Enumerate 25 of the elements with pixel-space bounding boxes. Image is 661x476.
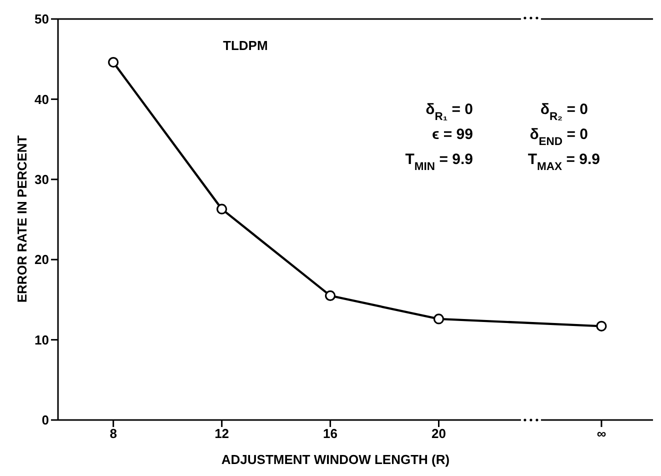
y-tick-label: 30	[34, 172, 49, 188]
y-axis-title: ERROR RATE IN PERCENT	[14, 135, 30, 303]
annotation: δ$_{R₁}$ = 0	[426, 101, 473, 123]
x-axis-title: ADJUSTMENT WINDOW LENGTH (R)	[221, 452, 450, 467]
annotation: TLDPM	[223, 38, 268, 53]
annotation: ϵ = 99	[432, 126, 473, 143]
y-tick-label: 50	[34, 12, 49, 27]
annotation: δ$_{R₂}$ = 0	[540, 101, 588, 123]
annotation: T$_{MAX}$ = 9.9	[528, 151, 600, 173]
annotation: δ$_{END}$ = 0	[530, 126, 588, 148]
y-tick-label: 20	[34, 252, 49, 268]
point	[433, 314, 444, 324]
x-tick-label: 20	[432, 426, 446, 442]
annotation: T$_{MIN}$ = 9.9	[405, 151, 473, 173]
x-tick-label: 16	[323, 426, 338, 442]
x-tick-label: 12	[214, 426, 230, 442]
y-tick-label: 10	[34, 332, 49, 348]
point	[216, 204, 228, 214]
point	[324, 290, 336, 301]
x-tick-label: 8	[110, 426, 117, 442]
point	[108, 57, 119, 68]
point	[596, 320, 607, 332]
y-tick-label: 0	[42, 412, 49, 428]
x-tick-label: ∞	[596, 426, 606, 442]
y-tick-label: 40	[34, 92, 49, 107]
